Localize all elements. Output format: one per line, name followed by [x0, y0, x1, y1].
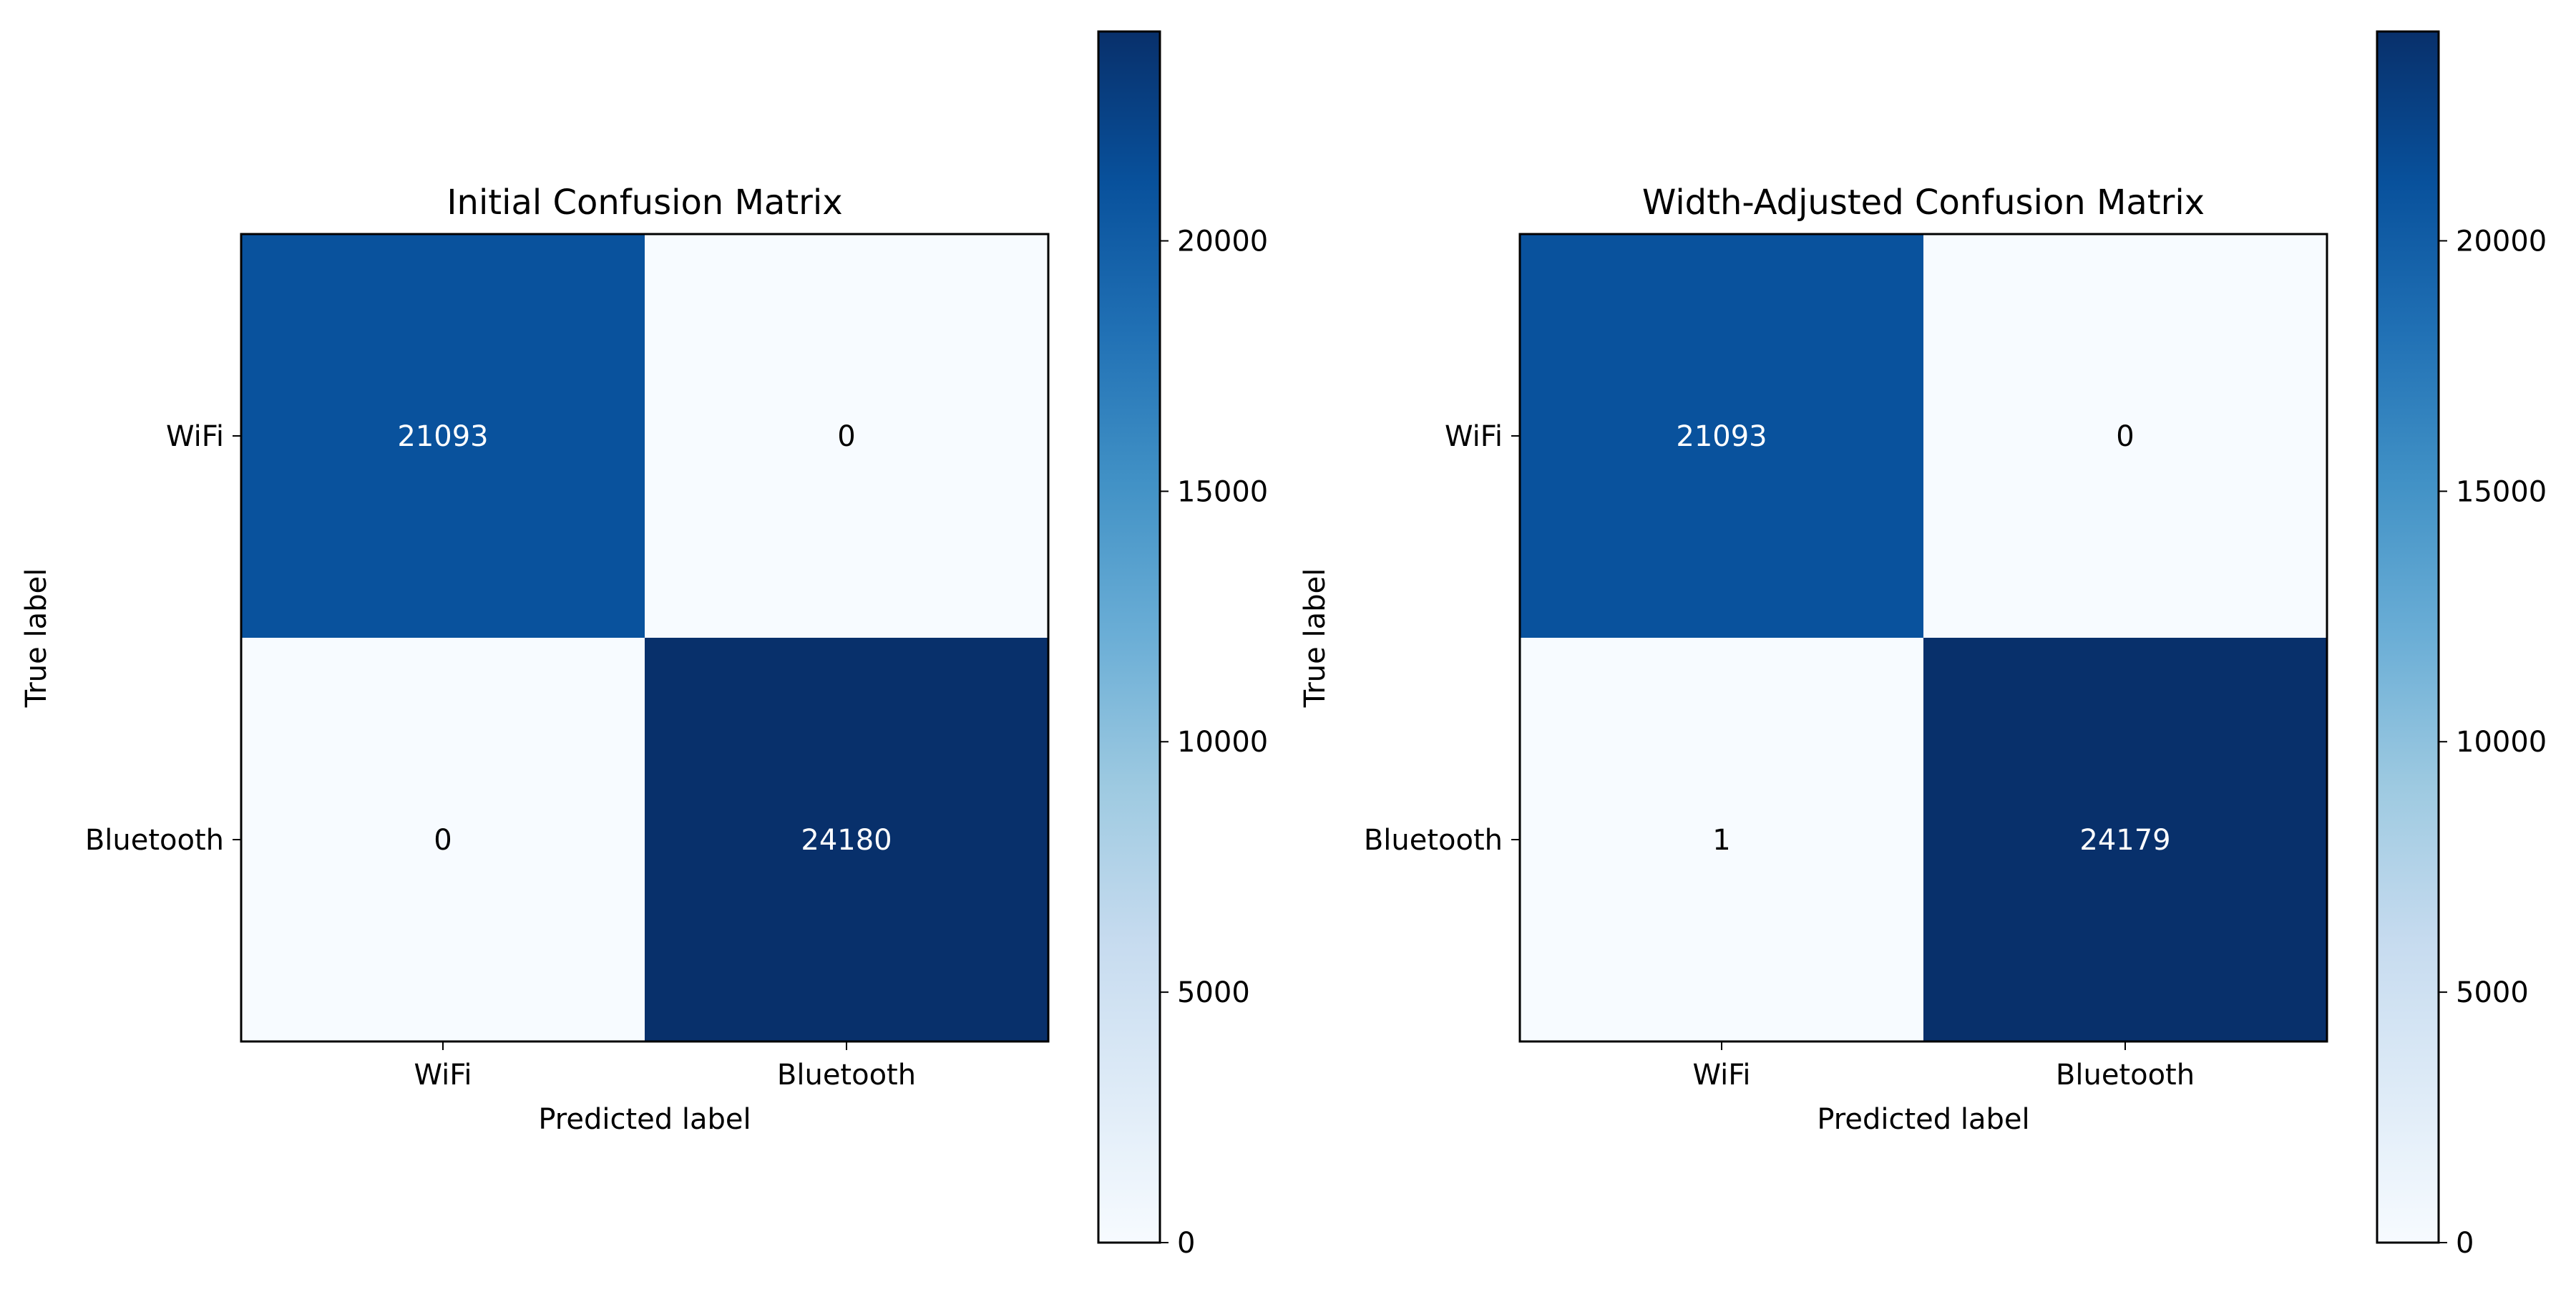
colorbar-tick-label: 0: [2456, 1227, 2474, 1260]
colorbar-tick-label: 20000: [2456, 225, 2547, 258]
colorbar-gradient: [1098, 31, 1160, 1243]
colorbar-tick-label: 15000: [1177, 475, 1268, 508]
cell-value-label: 24179: [2079, 824, 2170, 857]
chart-panel-2: Width-Adjusted Confusion Matrix 21093 0 1 24…: [1299, 30, 2547, 1260]
chart-panel-1: Initial Confusion Matrix 21093 0 0 24180 WiFi…: [20, 30, 1268, 1260]
heatmap-cell: [241, 234, 645, 638]
colorbar-tick-label: 10000: [1177, 726, 1268, 759]
x-axis-label: Predicted label: [538, 1103, 751, 1136]
heatmap-cell: [645, 234, 1048, 638]
y-tick-label: Bluetooth: [85, 824, 224, 857]
x-tick-label: Bluetooth: [777, 1059, 916, 1092]
y-tick-label: WiFi: [166, 420, 224, 453]
colorbar-tick-label: 15000: [2456, 475, 2547, 508]
colorbar-gradient: [2377, 31, 2439, 1243]
heatmap-cell: [1520, 638, 1923, 1041]
colorbar-frame: [2376, 30, 2440, 1244]
chart-title: Width-Adjusted Confusion Matrix: [1642, 183, 2205, 223]
matrix-frame: [240, 233, 1050, 1043]
colorbar-tick-label: 0: [1177, 1227, 1195, 1260]
x-tick-label: Bluetooth: [2056, 1059, 2195, 1092]
x-tick-label: WiFi: [1693, 1059, 1751, 1092]
heatmap-cell: [1923, 234, 2327, 638]
colorbar-tick-label: 5000: [2456, 976, 2529, 1009]
cell-value-label: 1: [1712, 824, 1730, 857]
cell-value-label: 21093: [1676, 420, 1767, 453]
heatmap-cell: [1520, 234, 1923, 638]
y-axis-label: True label: [20, 568, 53, 708]
cell-value-label: 0: [837, 420, 855, 453]
colorbar-tick-label: 10000: [2456, 726, 2547, 759]
chart-title: Initial Confusion Matrix: [447, 183, 842, 223]
heatmap-cell: [241, 638, 645, 1041]
matrix-frame: [1518, 233, 2328, 1043]
colorbar-tick-label: 5000: [1177, 976, 1250, 1009]
x-axis-label: Predicted label: [1817, 1103, 2029, 1136]
cell-value-label: 0: [434, 824, 452, 857]
x-tick-label: WiFi: [414, 1059, 472, 1092]
heatmap-cell: [1923, 638, 2327, 1041]
cell-value-label: 24180: [801, 824, 892, 857]
colorbar-frame: [1097, 30, 1161, 1244]
heatmap-cell: [645, 638, 1048, 1041]
colorbar-tick-label: 20000: [1177, 225, 1268, 258]
y-axis-label: True label: [1299, 568, 1332, 708]
cell-value-label: 0: [2116, 420, 2134, 453]
y-tick-label: Bluetooth: [1364, 824, 1503, 857]
cell-value-label: 21093: [397, 420, 488, 453]
y-tick-label: WiFi: [1445, 420, 1503, 453]
